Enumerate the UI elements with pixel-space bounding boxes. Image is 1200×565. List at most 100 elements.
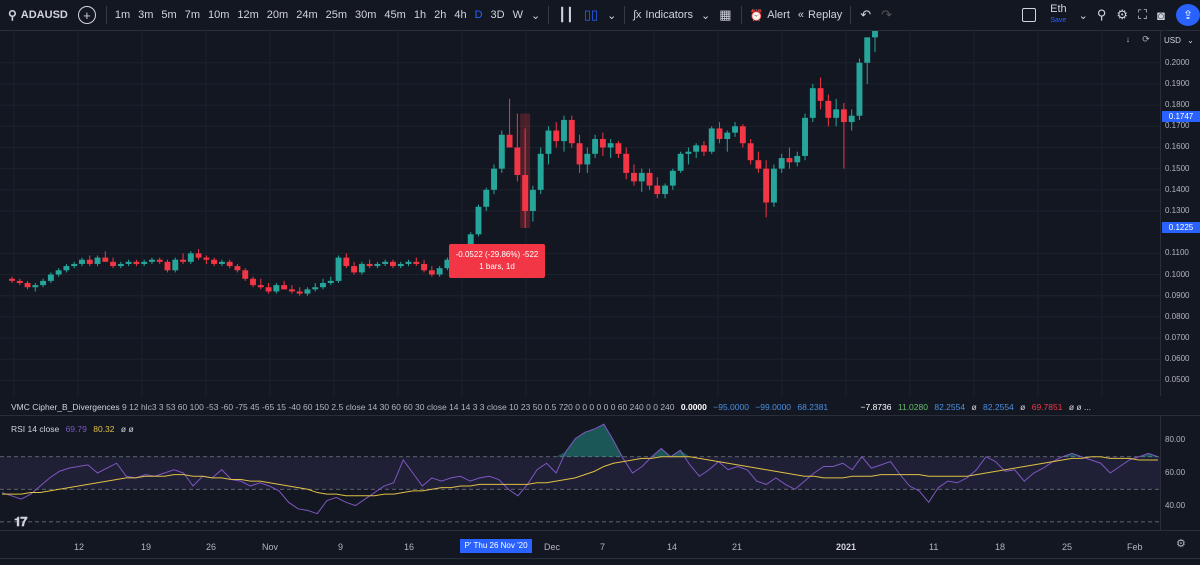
candle-body [296, 291, 303, 294]
quick-search-button[interactable]: ⚲ [1092, 0, 1112, 31]
timeframe-24m[interactable]: 24m [296, 9, 318, 21]
templates-icon: ▦ [719, 7, 732, 22]
candle [257, 278, 264, 290]
candle [592, 134, 599, 159]
timeframe-1h[interactable]: 1h [413, 9, 427, 21]
price-chart[interactable] [0, 31, 1160, 396]
candle [623, 147, 630, 180]
price-label: 0.1900 [1165, 78, 1190, 88]
scale-reset-icon[interactable]: ⟳ [1142, 34, 1150, 44]
candle-body [638, 172, 645, 182]
timeframe-30m[interactable]: 30m [355, 9, 377, 21]
zoom-icon: ⚲ [1096, 7, 1107, 22]
candle [211, 257, 218, 267]
download-icon[interactable]: ↓ [1125, 34, 1131, 44]
templates-button[interactable]: ▦ [714, 0, 736, 31]
candle [382, 259, 389, 267]
candle-style-button[interactable]: ▯▯ [579, 0, 603, 31]
candle-body [770, 168, 777, 203]
indicators-dropdown[interactable]: ⌄ [697, 0, 714, 31]
candle [413, 257, 420, 267]
timeframe-45m[interactable]: 45m [384, 9, 406, 21]
snapshot-button[interactable]: ◙ [1152, 0, 1170, 31]
fullscreen-button[interactable]: ⛶ [1133, 0, 1152, 31]
undo-button[interactable]: ↶ [855, 0, 876, 31]
rsi-axis-label: 60.00 [1165, 468, 1186, 477]
candle-body [9, 278, 15, 281]
timeframe-7m[interactable]: 7m [184, 9, 200, 21]
price-label: 0.0900 [1165, 290, 1190, 300]
candle [32, 283, 39, 292]
alert-button[interactable]: ⏰ Alert [746, 0, 794, 31]
rsi-pane[interactable] [0, 416, 1160, 530]
candle [102, 251, 109, 262]
timeframe-5m[interactable]: 5m [161, 9, 177, 21]
candle-body [763, 168, 770, 203]
bar-style-icon: ┃┃ [558, 7, 574, 22]
candle-body [739, 126, 746, 144]
timeframe-d[interactable]: D [474, 9, 483, 21]
symbol-name: ADAUSD [20, 9, 68, 21]
tradingview-logo[interactable]: 𝟏𝟕 [14, 514, 28, 529]
layout-dropdown[interactable]: ⌄ [1075, 0, 1092, 31]
timeframe-2h[interactable]: 2h [434, 9, 447, 21]
plus-icon: + [83, 7, 91, 23]
timeframe-20m[interactable]: 20m [266, 9, 289, 21]
timeframe-1m[interactable]: 1m [114, 9, 131, 21]
timeframe-25m[interactable]: 25m [325, 9, 348, 21]
layout-select-button[interactable] [1022, 8, 1037, 22]
publish-button[interactable]: ⇪ [1176, 4, 1200, 26]
candle-body [405, 261, 412, 264]
publish-icon: ⇪ [1182, 8, 1194, 22]
candle-body [242, 270, 249, 279]
candle [848, 109, 855, 131]
axis-settings-icon[interactable]: ⚙ [1176, 538, 1186, 550]
rsi-axis[interactable]: 80.00 60.00 40.00 [1160, 416, 1200, 530]
timeframe-dropdown-button[interactable]: ⌄ [527, 0, 544, 31]
vmc-value-1: 0.0000 [680, 402, 707, 412]
compare-symbol-button[interactable]: + [77, 6, 96, 24]
candle [397, 261, 404, 269]
timeframe-4h[interactable]: 4h [454, 9, 467, 21]
candle-body [257, 285, 264, 288]
fullscreen-icon: ⛶ [1138, 7, 1148, 22]
indicators-button[interactable]: ʃx Indicators [629, 0, 697, 31]
timeframe-w[interactable]: W [512, 9, 523, 21]
redo-button[interactable]: ↷ [876, 0, 897, 31]
vmc-value-8: ø [971, 402, 977, 412]
timeframe-3d[interactable]: 3D [490, 9, 505, 21]
layout-name-button[interactable]: Eth Save [1042, 4, 1075, 26]
price-axis[interactable]: 0.2000 0.1900 0.1800 0.1700 0.1600 0.1500 0.14… [1160, 31, 1200, 396]
timeframe-12m[interactable]: 12m [237, 9, 259, 21]
vmc-indicator-legend[interactable]: VMC Cipher_B_Divergences 9 12 hlc3 3 53 … [11, 402, 1161, 412]
rsi-legend[interactable]: RSI 14 close 69.79 80.32 ø ø [11, 424, 134, 434]
pane-separator[interactable] [0, 415, 1200, 416]
price-label: 0.0700 [1165, 333, 1190, 343]
candle [529, 185, 536, 222]
timeframe-10m[interactable]: 10m [207, 9, 230, 21]
time-axis[interactable]: Р’ Thu 26 Nov '20 12 19 26 Nov 9 16 Dec 7 14 21 20… [0, 530, 1200, 558]
candle-body [755, 160, 762, 169]
candle [273, 283, 280, 294]
candle-body [592, 139, 599, 154]
vmc-name: VMC Cipher_B_Divergences [11, 402, 120, 412]
candle-body [522, 175, 529, 211]
settings-button[interactable]: ⚙ [1111, 0, 1133, 31]
candle [343, 253, 350, 269]
currency-selector[interactable]: USD ⌄ [1160, 34, 1200, 48]
symbol-search[interactable]: ⚲ ADAUSD [0, 0, 72, 31]
candle [9, 276, 15, 283]
candle [576, 134, 583, 173]
candle-body [561, 119, 567, 142]
candle [55, 268, 62, 277]
candle-body [55, 270, 62, 275]
candle-body [732, 126, 739, 133]
toolbar-divider [740, 6, 742, 24]
chart-type-dropdown[interactable]: ⌄ [603, 0, 620, 31]
candle-body [545, 130, 552, 154]
candle [358, 261, 365, 275]
candle [708, 126, 715, 154]
bar-style-button[interactable]: ┃┃ [553, 0, 579, 31]
timeframe-3m[interactable]: 3m [138, 9, 154, 21]
replay-button[interactable]: « Replay [794, 0, 846, 31]
